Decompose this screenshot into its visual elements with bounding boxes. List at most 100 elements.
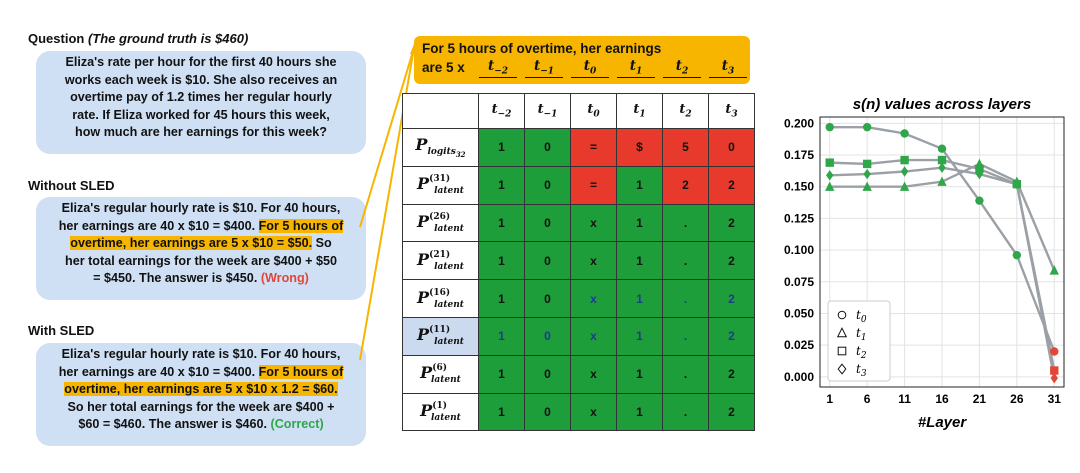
data-point-t0 [975,196,984,205]
token-cell: x [570,316,617,356]
corner-cell [402,93,479,129]
token-cell: 0 [524,165,571,205]
token-cell: 1 [616,316,663,356]
question-line: how much are her earnings for this week? [75,125,327,140]
wrong-label: (Wrong) [260,271,309,286]
answer-line: her earnings are 40 x $10 = $400. For 5 … [58,364,344,379]
token-cell: . [662,279,709,318]
col-header: t−2 [478,93,525,129]
answer-line: her total earnings for the week are $400… [65,253,337,268]
table-row: P(6)latent 1 0 x 1. 2 [402,354,755,394]
token-cell: 1 [478,128,525,167]
layer-superscript: (1) [432,400,447,411]
token-cell: 1 [616,279,663,318]
row-label: P(26)latent [402,203,479,243]
question-line: Eliza's rate per hour for the first 40 h… [65,55,337,69]
distribution-symbol: P [417,249,430,269]
token-cell: 2 [708,354,755,394]
s-values-chart: s(n) values across layers 0.000 0.025 0.050… [784,96,1065,431]
y-tick-label: 0.025 [784,338,814,352]
answer-line: overtime, her earnings are 5 x $10 = $50… [70,236,332,251]
distribution-symbol: P [417,211,430,231]
col-header: t1 [616,93,663,129]
token-cell: x [570,392,617,432]
token-cell: 0 [524,316,571,356]
token-cell: 2 [662,165,709,205]
table-row: P(31)latent 1 0 = 1 2 2 [402,165,755,205]
answer-line: So her total earnings for the week are $… [67,399,335,414]
legend-label: t0 [856,308,867,325]
question-line: works each week is $10. She also receive… [64,72,338,87]
overtime-line2: are 5 x [422,60,465,75]
token-cell: 2 [708,279,755,318]
row-label: P(11)latent [402,316,479,356]
token-cell: 0 [524,392,571,432]
token-cell: 0 [524,279,571,318]
table-row: Plogits32 1 0 = $5 0 [402,128,755,167]
token-cell: 0 [524,128,571,167]
data-point-t1 [862,181,872,191]
table-row: P(1)latent 1 0 x 1. 2 [402,392,755,432]
x-tick-label: 26 [1010,392,1024,406]
token-cell: . [662,316,709,356]
token-cell: 5 [662,128,709,167]
highlight-span: overtime, her earnings are 5 x $10 x 1.2… [64,382,338,397]
overtime-header-box: For 5 hours of overtime, her earnings ar… [414,36,750,84]
data-point-t2 [825,158,834,167]
legend-marker-square [837,346,847,356]
legend-label: t3 [856,362,867,379]
token-cell: 1 [616,241,663,281]
x-tick-label: 6 [864,392,871,406]
label-subscript: latent [430,412,461,423]
legend-marker-circle [837,310,847,320]
overtime-tokens: t−2 t−1 t0 t1 t2 t3 [479,58,749,78]
legend-label: t2 [856,344,867,361]
token-cell: 2 [708,392,755,432]
label-subscript: latent [434,261,464,272]
y-tick-label: 0.175 [784,148,814,162]
y-tick-label: 0.125 [784,211,814,225]
data-point-t1 [825,181,835,191]
table-row: P(21)latent 1 0 x 1. 2 [402,241,755,281]
token-cell: 0 [524,354,571,394]
label-subscript: latent [434,186,464,197]
y-tick-label: 0.200 [784,116,814,130]
row-label: P(21)latent [402,241,479,281]
token-t-2: t−2 [479,58,517,78]
token-cell: $ [616,128,663,167]
layer-superscript: (11) [429,325,451,336]
legend-box [827,300,891,382]
row-label: P(1)latent [402,392,479,432]
data-point-t1 [899,181,910,191]
distribution-symbol: P [420,363,433,383]
token-cell: . [662,203,709,243]
layer-superscript: (6) [432,363,447,374]
label-subscript: logits32 [427,147,466,160]
row-label: P(16)latent [402,279,479,318]
layer-superscript: (31) [429,174,451,185]
highlight-span: overtime, her earnings are 5 x $10 = $50… [70,236,313,251]
x-axis-label: #Layer [918,414,968,431]
label-subscript: latent [434,299,464,310]
with-sled-title: With SLED [28,323,95,338]
token-cell: 0 [708,128,755,167]
token-cell: 1 [478,279,525,318]
x-tick-label: 31 [1048,392,1062,406]
token-cell: 2 [708,316,755,356]
token-cell: x [570,203,617,243]
distribution-symbol: P [420,400,433,420]
token-t0: t0 [571,58,609,78]
highlight-span: For 5 hours of [258,364,344,379]
data-point-t0 [825,122,834,132]
row-label: Plogits32 [402,128,479,167]
token-cell: 1 [616,392,663,432]
distribution-symbol: P [417,287,430,307]
token-cell: 1 [478,354,525,394]
token-cell: x [570,241,617,281]
x-tick-label: 16 [935,392,949,406]
label-subscript: latent [434,223,464,234]
chart-title: s(n) values across layers [853,96,1031,113]
token-cell: 0 [524,203,571,243]
col-header: t2 [662,93,709,129]
data-point-t1 [937,176,947,186]
